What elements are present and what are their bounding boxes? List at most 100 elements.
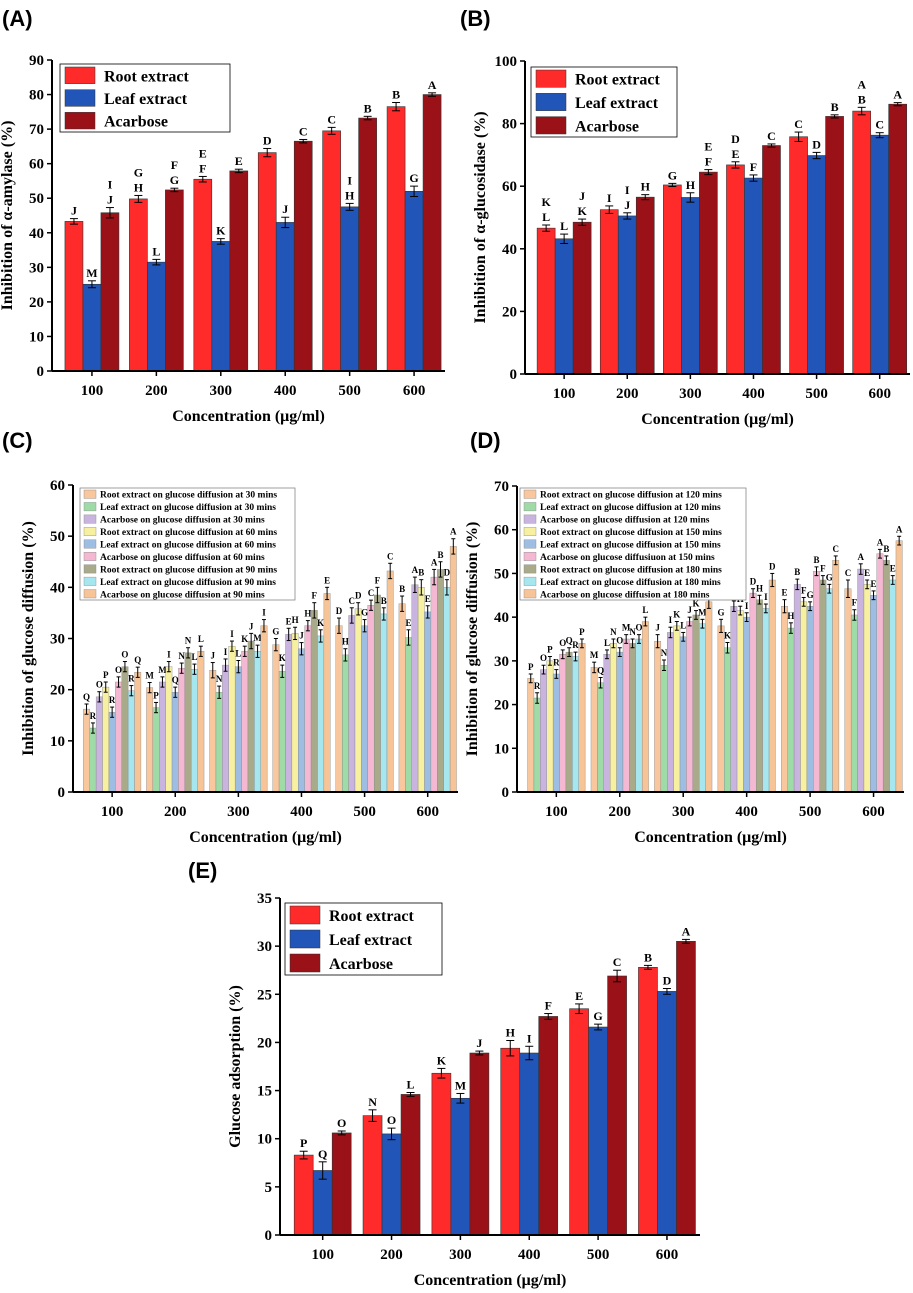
data-label: N (629, 627, 636, 637)
bar (663, 184, 682, 375)
data-label: J (71, 204, 77, 218)
data-label: G (718, 607, 725, 617)
legend: Root extract on glucose diffusion at 30 … (79, 487, 296, 601)
legend-label: Leaf extract on glucose diffusion at 120… (540, 503, 721, 513)
data-label: A (857, 77, 866, 91)
data-label: N (178, 651, 185, 661)
data-label: E (324, 575, 330, 585)
bar (825, 116, 844, 375)
bar (603, 654, 611, 793)
y-tick-label: 80 (502, 117, 517, 133)
bar (165, 666, 173, 793)
legend-swatch (289, 929, 321, 949)
bar (275, 222, 295, 372)
x-axis-title: Concentration (μg/ml) (634, 829, 787, 846)
data-label: G (361, 608, 368, 618)
data-label: C (875, 118, 884, 132)
data-label: N (661, 648, 668, 658)
bar (211, 241, 231, 372)
bar (546, 660, 554, 793)
bar (736, 610, 744, 793)
legend-swatch (523, 552, 537, 561)
x-tick-label: 300 (449, 1247, 472, 1263)
bar (335, 625, 343, 793)
y-tick-label: 60 (29, 157, 44, 173)
bar (82, 283, 102, 372)
data-label: I (764, 592, 768, 602)
legend-label: Acarbose on glucose diffusion at 30 mins (100, 516, 265, 526)
bar (83, 708, 90, 793)
x-tick-label: 500 (805, 386, 828, 402)
data-label: L (560, 219, 568, 233)
bar (635, 638, 643, 793)
y-axis-title: Inhibition of glucose diffusion (%) (464, 522, 481, 757)
data-label: K (724, 630, 731, 640)
legend-swatch (83, 564, 97, 574)
data-label: A (877, 537, 884, 547)
data-label: L (542, 210, 550, 224)
data-label: M (145, 671, 154, 681)
data-label: J (655, 623, 660, 633)
legend-swatch (83, 552, 97, 561)
data-label: N (216, 674, 223, 684)
x-tick-label: 100 (311, 1247, 334, 1263)
bar (310, 610, 318, 793)
data-label: C (613, 955, 622, 969)
y-tick-label: 80 (29, 88, 44, 104)
data-label: I (262, 608, 266, 618)
bar (673, 625, 681, 793)
legend-swatch (535, 116, 567, 135)
x-tick-label: 600 (403, 383, 426, 399)
y-tick-label: 0 (502, 785, 510, 801)
bar (159, 681, 166, 793)
data-label: C (832, 544, 839, 554)
data-label: G (272, 627, 279, 637)
data-label: K (241, 634, 248, 644)
data-label: A (431, 557, 438, 567)
x-tick-label: 300 (679, 386, 702, 402)
data-label: J (211, 651, 216, 661)
data-label: K (279, 653, 286, 663)
bar (411, 584, 419, 793)
x-tick-label: 500 (587, 1247, 610, 1263)
bar (572, 221, 592, 375)
bar (876, 553, 884, 793)
legend-label: Acarbose (104, 114, 168, 131)
data-label: B (644, 950, 652, 964)
bar (500, 1047, 521, 1236)
bar (724, 647, 731, 793)
data-label: C (845, 568, 852, 578)
bar (533, 697, 541, 793)
bar (726, 164, 745, 375)
bar (882, 560, 890, 793)
bar (247, 640, 255, 793)
bar (888, 103, 908, 375)
bar (844, 588, 852, 793)
bar (64, 221, 84, 372)
bar (787, 627, 795, 793)
data-label: K (541, 195, 551, 209)
bar (405, 637, 412, 793)
legend-label: Leaf extract on glucose diffusion at 180… (540, 578, 721, 588)
bar (572, 656, 579, 793)
x-tick-label: 500 (353, 804, 376, 820)
bar (197, 651, 205, 793)
bar (348, 615, 356, 793)
x-tick-label: 200 (616, 386, 639, 402)
bar (806, 606, 814, 793)
bar (538, 1016, 559, 1236)
panel-label: (A) (2, 6, 33, 31)
x-axis-title: Concentration (μg/ml) (189, 829, 342, 846)
bar (381, 1133, 402, 1236)
bar (241, 651, 249, 793)
bar (870, 595, 877, 793)
x-tick-label: 100 (545, 804, 568, 820)
data-label: F (312, 591, 318, 601)
x-axis-title: Concentration (μg/ml) (172, 408, 325, 425)
bar (304, 625, 312, 793)
data-label: F (199, 161, 206, 175)
legend-label: Root extract on glucose diffusion at 180… (540, 565, 722, 575)
bar (443, 587, 451, 793)
data-label: F (375, 575, 381, 585)
